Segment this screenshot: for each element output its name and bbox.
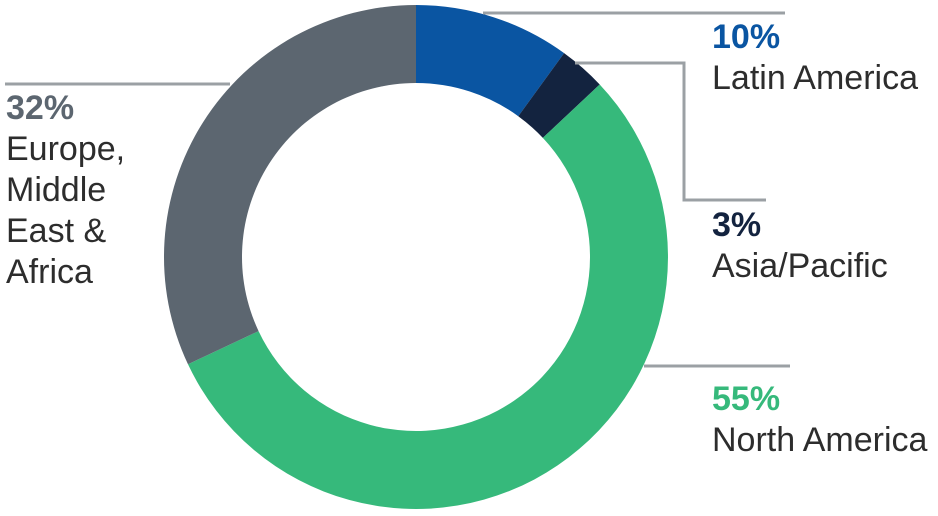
emea-label-line-4: Africa	[6, 253, 93, 291]
asia-pacific-label: Asia/Pacific	[712, 247, 888, 285]
donut-segment-north-america	[187, 84, 668, 509]
emea-label-line-2: Middle	[6, 171, 107, 209]
north-america-percent: 55%	[712, 380, 781, 418]
callout-emea: 32% Europe, Middle East & Africa	[6, 88, 166, 293]
callout-latin-america: 10% Latin America	[712, 17, 918, 99]
leader-lines	[5, 11, 790, 368]
latin-america-label: Latin America	[712, 59, 918, 97]
donut-segment-europe-middle-east-africa	[163, 4, 416, 365]
callout-north-america: 55% North America	[712, 379, 927, 461]
latin-america-percent: 10%	[712, 18, 781, 56]
donut-segment-latin-america	[416, 5, 565, 117]
asia-pacific-percent: 3%	[712, 206, 762, 244]
emea-label-line-1: Europe,	[6, 130, 126, 168]
donut-slices	[163, 4, 668, 509]
donut-segment-asia-pacific	[518, 53, 600, 138]
emea-percent: 32%	[6, 89, 75, 127]
north-america-label: North America	[712, 421, 928, 459]
leader-line-asia-pacific	[575, 61, 766, 202]
callout-asia-pacific: 3% Asia/Pacific	[712, 205, 888, 287]
emea-label-line-3: East &	[6, 212, 107, 250]
